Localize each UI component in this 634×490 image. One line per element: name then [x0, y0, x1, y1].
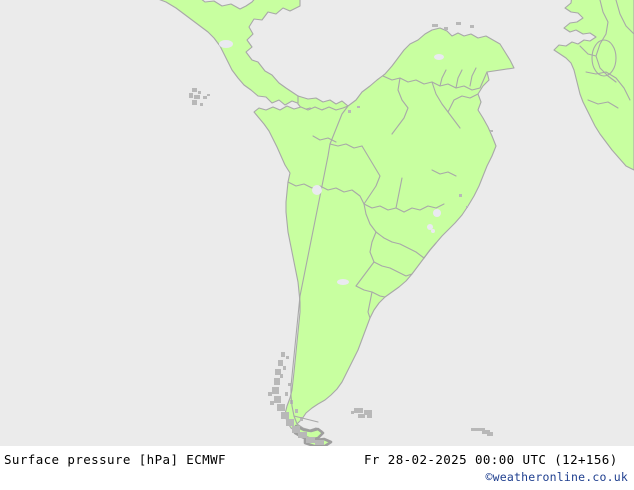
inland-lakes	[219, 40, 444, 285]
galapagos-islands	[189, 88, 210, 106]
south-georgia-island	[471, 428, 493, 436]
chart-title: Surface pressure [hPa] ECMWF	[4, 452, 226, 467]
falkland-islands	[351, 408, 372, 418]
africa-country-borders	[579, 0, 634, 109]
footer-bar: Surface pressure [hPa] ECMWF Fr 28-02-20…	[0, 446, 634, 490]
country-borders	[287, 67, 488, 425]
caribbean-islands	[348, 22, 474, 113]
landmass-west-africa	[553, 0, 634, 171]
africa-inner-region	[591, 39, 617, 77]
landmass-south-america	[253, 27, 515, 439]
map-canvas[interactable]	[0, 0, 634, 446]
map-graphic	[159, 0, 634, 446]
chilean-fjords-coast	[268, 352, 324, 445]
coastal-islets	[459, 130, 493, 208]
chart-valid-datetime: Fr 28-02-2025 00:00 UTC (12+156)	[364, 452, 618, 467]
copyright-credit[interactable]: ©weatheronline.co.uk	[485, 470, 628, 484]
